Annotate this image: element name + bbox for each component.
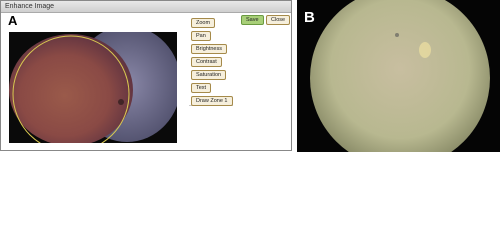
panel-label: A [8, 13, 18, 28]
button[interactable]: Zoom [191, 18, 216, 28]
button[interactable]: Contrast [191, 57, 222, 67]
button[interactable]: Draw Zone 1 [191, 96, 233, 106]
fundus-image [9, 32, 177, 143]
panel-label: B [304, 9, 315, 26]
button[interactable]: Text [191, 83, 212, 93]
enhance-window: Enhance Image A Zoom Pan Brightness Contras… [0, 0, 292, 151]
button[interactable]: Brightness [191, 44, 227, 54]
screenshot: Enhance Image A Zoom Pan Brightness Contras… [0, 0, 500, 152]
window-title: Enhance Image [1, 1, 291, 13]
button[interactable]: Save [241, 15, 264, 25]
button[interactable]: Pan [191, 31, 211, 41]
button[interactable]: Close [266, 15, 291, 25]
fundus-image [297, 0, 500, 152]
button[interactable]: Saturation [191, 70, 227, 80]
